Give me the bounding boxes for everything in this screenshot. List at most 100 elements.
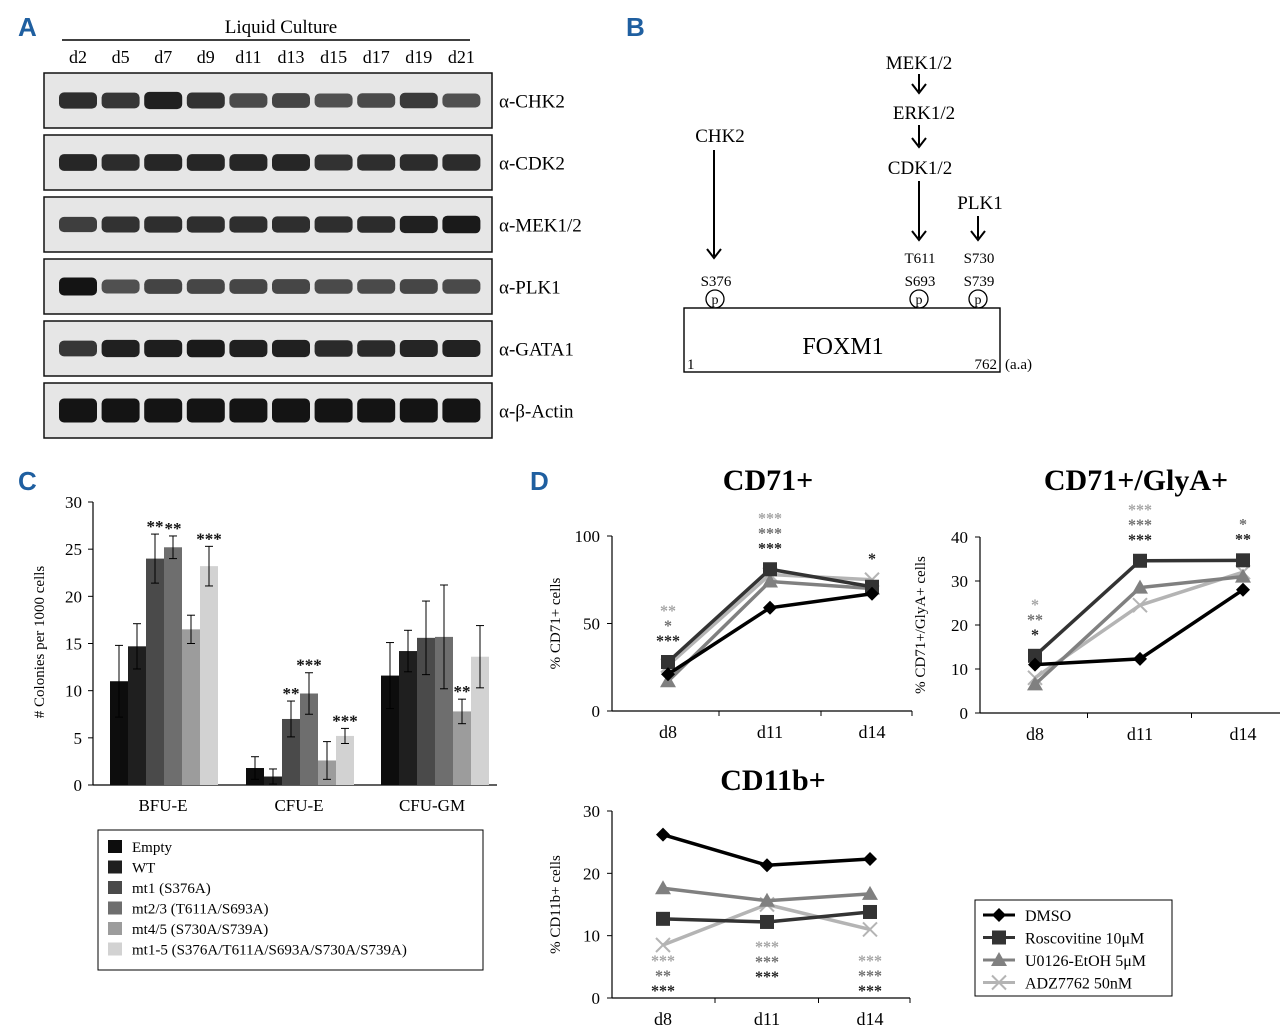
blot-band bbox=[101, 92, 140, 109]
d-significance-mark: *** bbox=[1128, 517, 1152, 534]
c-legend-label: mt2/3 (T611A/S693A) bbox=[132, 902, 269, 918]
d-significance-mark: *** bbox=[1128, 502, 1152, 519]
c-bar bbox=[417, 637, 435, 785]
blot-band bbox=[144, 91, 183, 110]
c-y-tick-label: 30 bbox=[65, 493, 82, 512]
c-bar bbox=[300, 693, 318, 785]
c-bar bbox=[164, 547, 182, 785]
blot-band bbox=[314, 279, 353, 294]
d-y-tick-label: 0 bbox=[592, 702, 601, 721]
d-y-tick-label: 30 bbox=[583, 802, 600, 821]
d-chart-title: CD71+/GlyA+ bbox=[1044, 464, 1228, 497]
arrowhead-icon bbox=[911, 230, 927, 242]
kinase-cdk: CDK1/2 bbox=[888, 158, 952, 179]
blot-band bbox=[272, 154, 310, 171]
c-bars: ** *************** bbox=[110, 517, 489, 785]
d-point bbox=[1236, 582, 1250, 597]
day-labels: d2 d5 d7 d9 d11 d13 d15 d17 d19 d21 bbox=[69, 47, 475, 67]
d-significance-mark: * bbox=[868, 551, 876, 568]
blot-band bbox=[186, 279, 225, 294]
panel-a-label: A bbox=[18, 12, 37, 42]
blot-band bbox=[144, 216, 183, 233]
blot-band bbox=[144, 154, 183, 171]
d-significance-mark: *** bbox=[758, 525, 782, 542]
d-y-tick-label: 10 bbox=[951, 660, 968, 679]
blot-band bbox=[229, 339, 268, 358]
d-point bbox=[1028, 648, 1042, 663]
blot-antibody-label: α-β-Actin bbox=[499, 402, 574, 423]
d-point bbox=[1133, 553, 1147, 568]
site-s739: S739 bbox=[964, 274, 995, 290]
d-x-tick-label: d8 bbox=[1026, 724, 1044, 744]
d-y-tick-label: 50 bbox=[583, 615, 600, 634]
d-legend-label: DMSO bbox=[1025, 908, 1071, 925]
blot-antibody-label: α-MEK1/2 bbox=[499, 216, 582, 237]
d-significance-mark: *** bbox=[858, 968, 882, 985]
d-x-tick-label: d8 bbox=[654, 1009, 672, 1029]
c-legend-swatch bbox=[108, 901, 122, 915]
c-legend-swatch bbox=[108, 840, 122, 853]
d-y-tick-label: 0 bbox=[592, 989, 601, 1008]
d-significance-mark: * bbox=[1239, 516, 1247, 533]
d-significance-mark: * bbox=[664, 618, 672, 635]
panel-c-label: C bbox=[18, 466, 37, 496]
c-y-tick-label: 5 bbox=[74, 729, 83, 748]
arrowhead-icon bbox=[706, 248, 722, 260]
c-bar bbox=[336, 735, 354, 785]
blot-band bbox=[59, 398, 97, 423]
d-chart-title: CD71+ bbox=[723, 464, 813, 497]
blot-band bbox=[229, 398, 268, 423]
d-x-tick-label: d11 bbox=[1127, 724, 1153, 744]
c-significance-mark: ** bbox=[165, 519, 182, 538]
d-y-axis-label: % CD71+/GlyA+ cells bbox=[913, 556, 929, 694]
c-significance-mark: *** bbox=[296, 656, 322, 675]
arrowhead-icon bbox=[911, 83, 927, 95]
protein-name: FOXM1 bbox=[802, 334, 883, 360]
western-blots: α-CHK2 α-CDK2 α-MEK1/2 α-PLK1 α-GATA1 α-β-Act… bbox=[43, 72, 582, 439]
site-t611: T611 bbox=[904, 251, 935, 267]
blot-band bbox=[442, 154, 481, 171]
blot-band bbox=[357, 93, 396, 108]
d-point bbox=[759, 892, 775, 907]
c-y-ticks: 0 5 10 15 20 25 30 bbox=[65, 493, 93, 795]
d-y-tick-label: 10 bbox=[583, 927, 600, 946]
d-x-tick-label: d14 bbox=[857, 1009, 884, 1029]
d-point bbox=[862, 921, 878, 938]
blot-band bbox=[144, 339, 183, 358]
c-significance-mark: *** bbox=[332, 711, 358, 730]
d-x-tick-label: d11 bbox=[757, 722, 783, 742]
d-point bbox=[863, 851, 877, 866]
d-point bbox=[763, 600, 777, 615]
blot-antibody-label: α-PLK1 bbox=[499, 278, 561, 299]
d-significance-mark: ** bbox=[660, 603, 676, 620]
blot-band bbox=[357, 154, 396, 171]
blot-band bbox=[59, 92, 97, 109]
d-point bbox=[661, 667, 675, 682]
d-significance-mark: *** bbox=[858, 983, 882, 1000]
blot-band bbox=[59, 277, 97, 296]
blot-band bbox=[101, 398, 140, 423]
blot-band bbox=[442, 279, 481, 294]
blot-band bbox=[272, 216, 310, 233]
c-legend-swatch bbox=[108, 860, 122, 874]
d-y-axis-label: % CD11b+ cells bbox=[548, 855, 564, 954]
d-point bbox=[1027, 676, 1043, 691]
d-chart-title: CD11b+ bbox=[720, 764, 825, 797]
d-significance-mark: *** bbox=[1128, 532, 1152, 549]
c-legend-label: mt1 (S376A) bbox=[132, 881, 211, 897]
blot-band bbox=[272, 339, 310, 358]
arrowhead-icon bbox=[911, 137, 927, 149]
d-point bbox=[656, 911, 670, 926]
day-label: d19 bbox=[405, 47, 432, 67]
d-point bbox=[760, 914, 774, 929]
d-significance-mark: * bbox=[1031, 597, 1039, 614]
blot-band bbox=[442, 93, 481, 108]
c-legend-swatch bbox=[108, 922, 122, 935]
d-point bbox=[992, 908, 1006, 922]
d-point bbox=[763, 562, 777, 577]
d-point bbox=[991, 974, 1007, 991]
d-legend-label: ADZ7762 50nM bbox=[1025, 976, 1132, 993]
